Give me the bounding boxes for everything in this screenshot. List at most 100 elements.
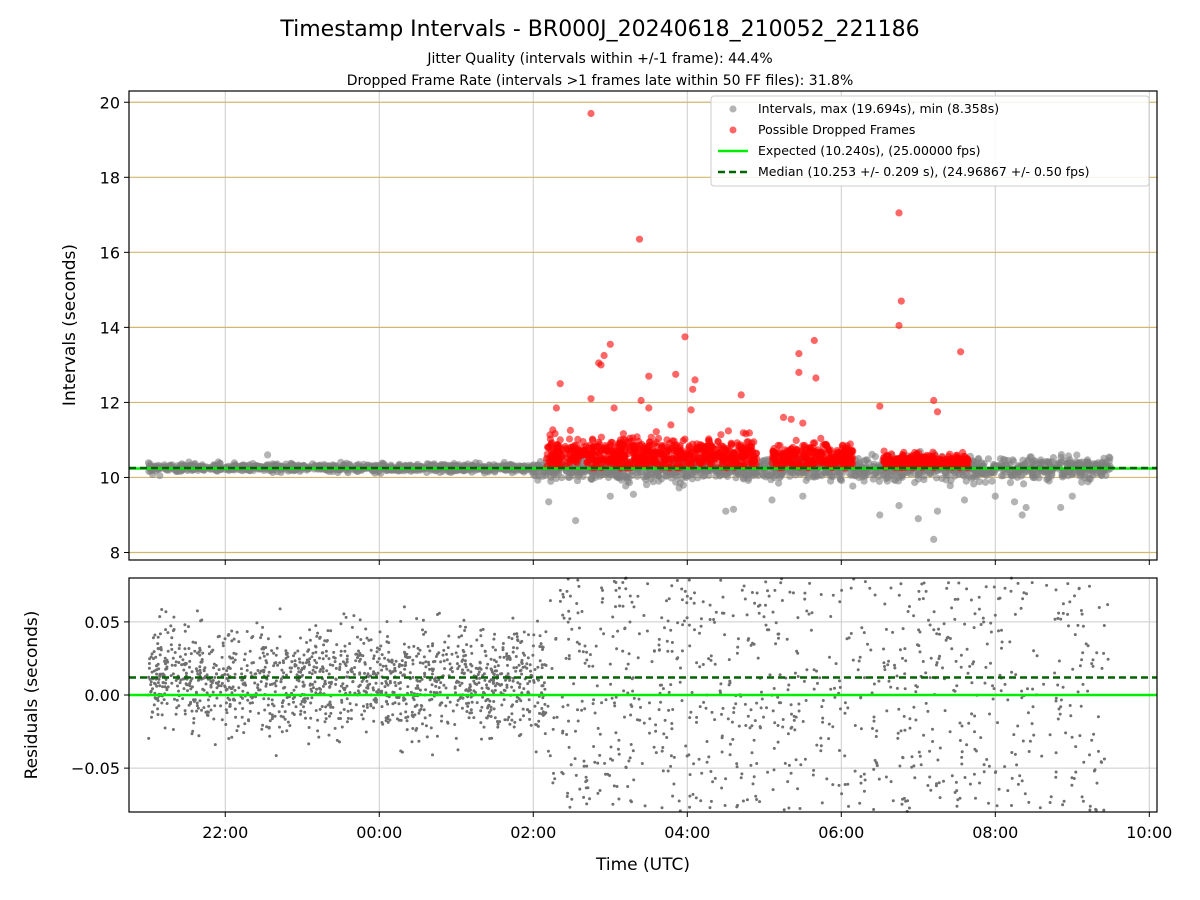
residual-point [191, 729, 195, 733]
residual-point [1079, 609, 1083, 612]
residual-point [959, 653, 963, 657]
residual-point [224, 688, 228, 692]
interval-point [799, 492, 807, 500]
residual-point [161, 685, 164, 689]
residual-point [266, 703, 270, 707]
residual-point [280, 668, 284, 672]
residual-point [465, 710, 469, 713]
residual-point [514, 669, 518, 673]
residual-point [326, 703, 330, 707]
interval-point [615, 474, 624, 482]
residual-point [477, 670, 481, 674]
residual-point [484, 699, 488, 703]
interval-point [970, 480, 978, 488]
residual-point [360, 680, 364, 683]
residual-point [318, 635, 322, 639]
interval-point [775, 479, 783, 487]
residual-point [428, 698, 432, 702]
residual-point [248, 709, 252, 713]
dropped-frame-point [786, 459, 794, 467]
residual-point [379, 644, 383, 648]
interval-point [933, 507, 942, 515]
residual-point [541, 645, 545, 649]
residual-point [158, 684, 162, 688]
residual-point [338, 665, 342, 669]
dropped-frame-point [606, 440, 614, 448]
dropped-frame-point [688, 448, 696, 456]
residual-point [456, 655, 460, 659]
residual-point [796, 787, 800, 791]
residual-point [424, 660, 428, 664]
residual-point [200, 618, 204, 622]
dropped-frame-point [626, 434, 634, 442]
residual-point [685, 616, 689, 620]
legend-intervals-marker [729, 105, 737, 113]
residual-point [328, 663, 332, 667]
residual-point [430, 683, 434, 687]
residual-point [324, 705, 328, 709]
residual-point [341, 682, 345, 686]
residual-point [555, 715, 559, 719]
residual-point [889, 780, 893, 784]
interval-point [545, 498, 553, 506]
residual-point [304, 661, 308, 665]
residual-point [423, 675, 427, 678]
residual-point [281, 715, 285, 719]
residual-point [520, 672, 524, 676]
residual-point [540, 707, 544, 710]
residual-point [1053, 671, 1057, 675]
residual-point [482, 725, 486, 729]
interval-point [938, 474, 946, 483]
residual-point [406, 656, 410, 659]
residual-point [345, 720, 349, 724]
residual-point [441, 653, 445, 657]
residual-point [241, 678, 245, 682]
residual-point [151, 687, 154, 691]
residual-point [479, 634, 483, 638]
dropped-frame-point [552, 445, 560, 453]
residual-point [478, 660, 482, 664]
residual-point [344, 615, 348, 619]
residual-point [400, 663, 404, 667]
dropped-frame-point [895, 209, 903, 217]
residual-point [156, 707, 160, 711]
residual-point [308, 628, 312, 632]
residual-point [454, 681, 458, 684]
residual-point [169, 624, 173, 628]
dropped-frame-point [691, 454, 699, 462]
residual-point [365, 636, 369, 640]
residual-point [147, 666, 151, 670]
residual-point [536, 665, 540, 669]
residual-point [525, 708, 529, 712]
residual-point [240, 715, 244, 719]
residual-point [321, 667, 325, 670]
residual-point [362, 704, 365, 708]
dropped-frame-point [706, 459, 714, 467]
residual-point [415, 703, 419, 707]
residual-point [456, 699, 460, 702]
residual-point [315, 687, 319, 691]
dropped-frame-point [636, 451, 644, 459]
residual-point [321, 684, 325, 688]
residual-point [455, 662, 459, 666]
residual-point [332, 650, 336, 654]
residual-point [359, 653, 363, 657]
residual-point [260, 727, 264, 731]
residual-point [404, 702, 408, 706]
residual-point [263, 708, 267, 712]
residual-point [163, 659, 166, 663]
interval-point [624, 477, 632, 485]
residual-point [173, 651, 177, 654]
residual-point [287, 702, 291, 706]
residual-point [810, 611, 814, 615]
residual-point [225, 677, 229, 680]
residual-point [491, 645, 495, 649]
residual-point [230, 735, 234, 739]
residual-point [375, 690, 379, 694]
residual-point [506, 718, 510, 722]
residual-point [159, 646, 163, 649]
residual-point [503, 718, 507, 722]
residual-point [403, 652, 407, 656]
dropped-frame-point [600, 455, 609, 463]
